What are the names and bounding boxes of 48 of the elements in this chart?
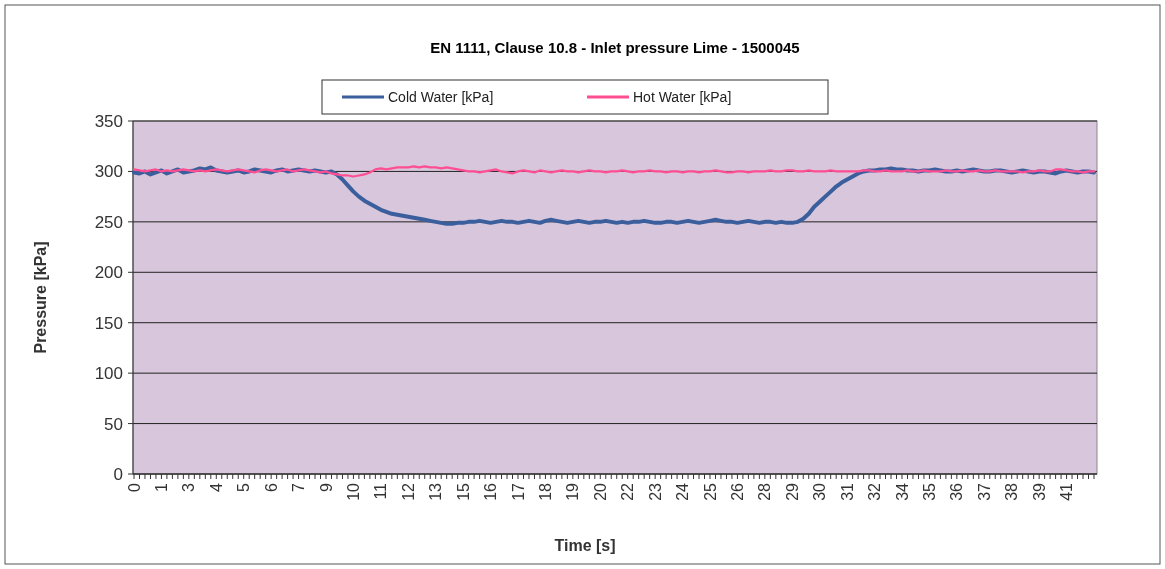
x-tick-label: 26 [729, 482, 747, 501]
x-tick-label: 9 [317, 482, 335, 492]
y-tick-label: 50 [104, 414, 123, 434]
chart-title: EN 1111, Clause 10.8 - Inlet pressure Lime - 1500045 [430, 39, 800, 56]
x-tick-label: 5 [235, 482, 253, 492]
legend-label: Hot Water [kPa] [633, 88, 732, 105]
x-tick-label: 39 [1030, 482, 1048, 501]
x-tick-label: 30 [811, 482, 829, 501]
x-tick-label: 3 [180, 482, 198, 492]
x-tick-label: 41 [1058, 482, 1076, 501]
x-axis-title: Time [s] [554, 537, 616, 554]
y-tick-label: 100 [94, 364, 123, 384]
x-tick-label: 19 [564, 482, 582, 501]
x-tick-label: 6 [262, 482, 280, 492]
x-tick-label: 17 [509, 482, 527, 501]
y-tick-label: 350 [94, 111, 123, 131]
x-tick-label: 32 [866, 482, 884, 501]
x-tick-label: 4 [207, 482, 225, 492]
x-tick-label: 16 [482, 482, 500, 501]
x-tick-label: 15 [454, 482, 472, 501]
y-tick-label: 250 [94, 212, 123, 232]
x-tick-label: 0 [125, 482, 143, 492]
y-axis-title: Pressure [kPa] [32, 241, 49, 354]
x-tick-label: 36 [948, 482, 966, 501]
y-tick-label: 300 [94, 162, 123, 182]
x-tick-label: 25 [701, 482, 719, 501]
y-tick-label: 200 [94, 263, 123, 283]
x-tick-label: 34 [893, 482, 911, 501]
x-tick-label: 22 [619, 482, 637, 501]
x-tick-label: 20 [591, 482, 609, 501]
x-tick-label: 37 [975, 482, 993, 501]
x-tick-label: 18 [537, 482, 555, 501]
y-tick-label: 150 [94, 313, 123, 333]
legend-label: Cold Water [kPa] [388, 88, 494, 105]
x-tick-label: 38 [1003, 482, 1021, 501]
x-tick-label: 11 [372, 482, 390, 500]
x-tick-label: 23 [646, 482, 664, 501]
x-tick-label: 29 [783, 482, 801, 501]
x-tick-label: 12 [399, 482, 417, 501]
x-tick-label: 13 [427, 482, 445, 501]
x-tick-label: 31 [838, 482, 856, 501]
x-tick-label: 24 [674, 482, 692, 501]
x-tick-label: 7 [290, 482, 308, 492]
x-tick-label: 1 [153, 482, 171, 492]
x-tick-label: 10 [345, 482, 363, 501]
x-tick-label: 35 [921, 482, 939, 501]
x-tick-label: 28 [756, 482, 774, 501]
line-series [132, 165, 1096, 178]
